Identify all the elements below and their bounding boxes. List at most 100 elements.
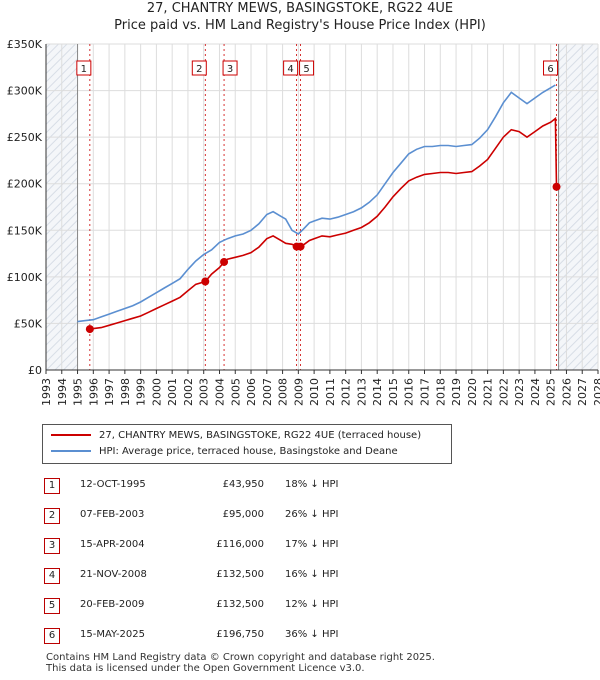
y-tick-label: £350K [7, 38, 43, 51]
sale-point [85, 325, 94, 334]
x-tick-label: 2009 [292, 378, 305, 406]
transaction-date: 12-OCT-1995 [80, 479, 146, 490]
x-tick-label: 2010 [308, 378, 321, 406]
y-tick-label: £300K [7, 85, 43, 98]
y-tick-label: £150K [7, 224, 43, 237]
x-tick-label: 2027 [576, 378, 589, 406]
legend-item-property: 27, CHANTRY MEWS, BASINGSTOKE, RG22 4UE … [51, 429, 421, 443]
footer-licence: This data is licensed under the Open Gov… [46, 663, 365, 674]
transaction-date: 15-MAY-2025 [80, 629, 146, 640]
x-tick-label: 2013 [355, 378, 368, 406]
x-tick-label: 2014 [371, 378, 384, 406]
sale-label-box [543, 60, 559, 76]
transaction-date: 15-APR-2004 [80, 539, 145, 550]
series-line-hpi [77, 84, 556, 323]
transaction-number-badge: 5 [44, 598, 60, 614]
sale-point [552, 182, 561, 191]
transaction-hpi-diff: 36% ↓ HPI [285, 629, 339, 640]
x-tick-label: 1995 [72, 378, 85, 406]
table-row: 5 20-FEB-2009 £132,500 12% ↓ HPI [0, 590, 600, 620]
table-row: 2 07-FEB-2003 £95,000 26% ↓ HPI [0, 500, 600, 530]
sale-label-number: 4 [287, 64, 293, 75]
legend-label-property: 27, CHANTRY MEWS, BASINGSTOKE, RG22 4UE … [99, 430, 422, 441]
transaction-date: 07-FEB-2003 [80, 509, 145, 520]
transaction-hpi-diff: 16% ↓ HPI [285, 569, 339, 580]
transaction-price: £132,500 [216, 599, 264, 610]
sale-point [201, 277, 210, 286]
transaction-hpi-diff: 18% ↓ HPI [285, 479, 339, 490]
x-tick-label: 2000 [150, 378, 163, 406]
x-tick-label: 2004 [213, 378, 226, 406]
x-tick-label: 1999 [135, 378, 148, 406]
transaction-date: 20-FEB-2009 [80, 599, 145, 610]
sale-label-number: 1 [81, 64, 87, 75]
x-tick-label: 2021 [482, 378, 495, 406]
sale-label-number: 6 [547, 64, 553, 75]
x-tick-label: 2002 [182, 378, 195, 406]
legend-label-hpi: HPI: Average price, terraced house, Basi… [99, 446, 398, 457]
transaction-hpi-diff: 12% ↓ HPI [285, 599, 339, 610]
chart-legend: 27, CHANTRY MEWS, BASINGSTOKE, RG22 4UE … [42, 424, 452, 464]
x-tick-label: 2001 [166, 378, 179, 406]
series-line-property [89, 116, 558, 330]
transaction-price: £43,950 [222, 479, 264, 490]
table-row: 1 12-OCT-1995 £43,950 18% ↓ HPI [0, 470, 600, 500]
x-tick-label: 2003 [198, 378, 211, 406]
sale-label-box [299, 60, 315, 76]
plot-area [46, 44, 598, 370]
transaction-number-badge: 3 [44, 538, 60, 554]
x-tick-label: 2025 [545, 378, 558, 406]
legend-item-hpi: HPI: Average price, terraced house, Basi… [51, 445, 398, 459]
transaction-price: £116,000 [216, 539, 264, 550]
transaction-price: £95,000 [222, 509, 264, 520]
sale-label-box [283, 60, 299, 76]
chart-subtitle: Price paid vs. HM Land Registry's House … [114, 18, 486, 33]
x-tick-label: 2019 [450, 378, 463, 406]
y-tick-label: £0 [28, 364, 42, 377]
y-tick-label: £250K [7, 131, 43, 144]
footer-notice: Contains HM Land Registry data © Crown c… [46, 652, 435, 674]
sale-label-number: 2 [196, 64, 202, 75]
x-tick-label: 1994 [56, 378, 69, 406]
transaction-number-badge: 2 [44, 508, 60, 524]
footer-copyright: Contains HM Land Registry data © Crown c… [46, 652, 435, 663]
price-chart: £0 £50K £100K £150K £200K £250K £300K £350K 1993… [7, 38, 600, 406]
table-row: 6 15-MAY-2025 £196,750 36% ↓ HPI [0, 620, 600, 650]
x-tick-label: 1997 [103, 378, 116, 406]
x-tick-label: 1996 [87, 378, 100, 406]
legend-swatch-hpi [51, 450, 91, 452]
sale-label-box [76, 60, 92, 76]
chart-title: 27, CHANTRY MEWS, BASINGSTOKE, RG22 4UE [146, 1, 454, 16]
x-tick-label: 2016 [403, 378, 416, 406]
sale-label-box [191, 60, 207, 76]
transaction-number-badge: 4 [44, 568, 60, 584]
transaction-price: £196,750 [216, 629, 264, 640]
transaction-number-badge: 6 [44, 628, 60, 644]
sale-label-box [222, 60, 238, 76]
sale-point [220, 257, 229, 266]
y-tick-label: £200K [7, 178, 43, 191]
x-tick-label: 2018 [434, 378, 447, 406]
x-tick-label: 2015 [387, 378, 400, 406]
legend-swatch-property [51, 434, 91, 436]
sale-label-number: 3 [227, 64, 233, 75]
x-tick-label: 2006 [245, 378, 258, 406]
x-tick-label: 2008 [277, 378, 290, 406]
table-row: 4 21-NOV-2008 £132,500 16% ↓ HPI [0, 560, 600, 590]
x-tick-label: 2005 [229, 378, 242, 406]
transaction-hpi-diff: 26% ↓ HPI [285, 509, 339, 520]
transaction-price: £132,500 [216, 569, 264, 580]
hatched-region-after [558, 44, 598, 370]
x-tick-label: 2024 [529, 378, 542, 406]
transaction-number-badge: 1 [44, 478, 60, 494]
x-tick-label: 1993 [40, 378, 53, 406]
x-tick-label: 2012 [340, 378, 353, 406]
transaction-date: 21-NOV-2008 [80, 569, 147, 580]
sale-point [296, 242, 305, 251]
x-tick-label: 2026 [560, 378, 573, 406]
x-tick-label: 2020 [466, 378, 479, 406]
table-row: 3 15-APR-2004 £116,000 17% ↓ HPI [0, 530, 600, 560]
transaction-hpi-diff: 17% ↓ HPI [285, 539, 339, 550]
x-tick-label: 1998 [119, 378, 132, 406]
x-tick-label: 2022 [497, 378, 510, 406]
